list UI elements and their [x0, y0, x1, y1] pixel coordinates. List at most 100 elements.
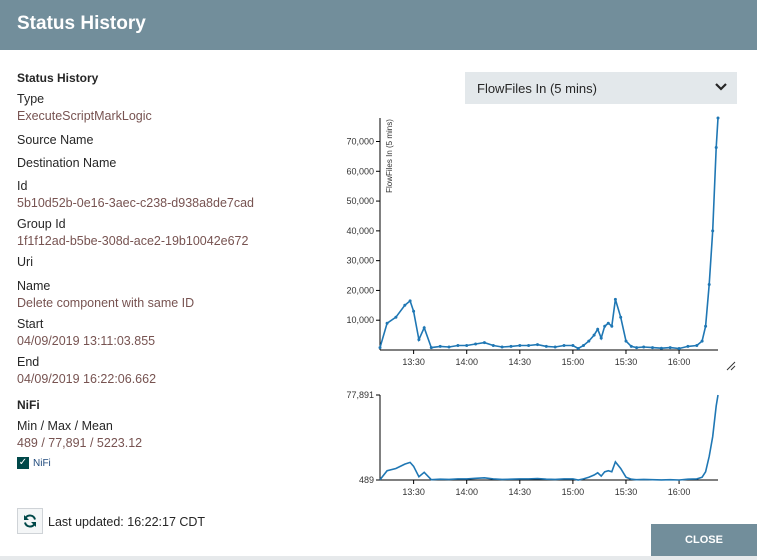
data-point [700, 339, 704, 343]
data-point [385, 321, 389, 325]
stats-value: 489 / 77,891 / 5223.12 [17, 436, 143, 450]
y-tick-label: 50,000 [346, 196, 374, 206]
data-point [562, 344, 566, 347]
x-tick-label: 15:00 [562, 357, 585, 367]
x-tick-label: 15:30 [615, 487, 638, 497]
type-label: Type [17, 92, 45, 106]
y-tick-label: 40,000 [346, 226, 374, 236]
data-point [624, 339, 628, 343]
data-point [668, 346, 672, 350]
data-point [635, 346, 639, 350]
x-tick-label: 14:00 [455, 487, 478, 497]
metric-select[interactable]: FlowFiles In (5 mins) [465, 72, 737, 104]
dialog-header: Status History [0, 0, 757, 50]
chevron-down-icon[interactable] [715, 80, 727, 97]
data-point [456, 344, 460, 347]
data-point [592, 333, 596, 337]
data-point [576, 347, 580, 350]
nifi-legend-toggle[interactable]: ✓ NiFi [17, 457, 337, 469]
series-line [379, 117, 719, 350]
metric-select-value: FlowFiles In (5 mins) [477, 80, 597, 96]
refresh-icon [24, 514, 36, 528]
resize-handle-stroke [730, 365, 736, 371]
data-point [491, 344, 495, 347]
data-point [642, 345, 646, 349]
data-point [629, 344, 633, 348]
data-point [394, 315, 398, 319]
status-history-chart: 10,000 20,000 30,000 40,000 50,000 60,000 70,0… [346, 116, 736, 371]
last-updated-value: 16:22:17 CDT [127, 515, 206, 529]
x-tick-label: 16:00 [668, 487, 691, 497]
check-icon[interactable]: ✓ [17, 457, 29, 469]
data-point [582, 344, 585, 347]
y-tick-label: 489 [359, 475, 374, 485]
data-point [677, 347, 681, 350]
nifi-section-title: NiFi [17, 398, 40, 412]
data-point [527, 344, 531, 347]
data-point [711, 229, 715, 233]
x-tick-label: 13:30 [402, 487, 425, 497]
data-point [465, 344, 469, 347]
name-value: Delete component with same ID [17, 296, 195, 310]
data-point [606, 321, 610, 325]
group-id-value: 1f1f12ad-b5be-308d-ace2-19b10042e672 [17, 234, 249, 248]
resize-handle-icon [726, 361, 736, 371]
source-name-label: Source Name [17, 133, 94, 147]
data-point [695, 344, 699, 347]
data-point [553, 345, 557, 349]
start-label: Start [17, 317, 44, 331]
data-point [417, 338, 421, 342]
data-point [619, 315, 623, 319]
nifi-legend-label: NiFi [33, 457, 51, 469]
data-point [482, 341, 486, 345]
x-tick-label: 14:30 [509, 487, 532, 497]
data-point [412, 309, 416, 313]
status-history-overview-chart[interactable]: 489 77,891 13:30 14:00 14:30 15:00 15:30 16:00 [330, 386, 740, 498]
data-point [596, 327, 600, 331]
refresh-button[interactable] [17, 508, 43, 534]
x-tick-label: 15:30 [615, 357, 638, 367]
y-tick-label: 30,000 [346, 256, 374, 266]
data-point [686, 344, 690, 348]
x-tick-label: 16:00 [668, 357, 691, 367]
data-point [603, 324, 607, 328]
end-value: 04/09/2019 16:22:06.662 [17, 372, 157, 386]
y-tick-label: 10,000 [346, 315, 374, 325]
data-point [509, 344, 513, 348]
x-tick-label: 14:00 [455, 357, 478, 367]
data-point [610, 324, 614, 328]
data-point [474, 342, 478, 346]
close-button[interactable]: CLOSE [651, 524, 757, 556]
background-status-strip [0, 556, 757, 560]
destination-name-label: Destination Name [17, 156, 117, 170]
id-value: 5b10d52b-0e16-3aec-c238-d938a8de7cad [17, 196, 255, 210]
data-point [544, 344, 548, 348]
data-point [422, 326, 426, 330]
data-point [587, 339, 591, 343]
data-point [613, 297, 617, 301]
details-section-title: Status History [17, 71, 99, 85]
y-axis-label: FlowFiles In (5 mins) [385, 119, 394, 193]
dialog-title: Status History [17, 13, 146, 34]
data-point [378, 346, 382, 350]
id-label: Id [17, 179, 28, 193]
uri-label: Uri [17, 255, 33, 269]
y-tick-label: 77,891 [346, 390, 374, 400]
stats-label: Min / Max / Mean [17, 419, 113, 433]
data-point [599, 336, 603, 340]
data-point [716, 116, 720, 120]
data-point [447, 345, 451, 349]
resize-handle-stroke [726, 361, 736, 371]
data-point [408, 299, 412, 303]
data-point [403, 303, 407, 307]
start-value: 04/09/2019 13:11:03.855 [17, 334, 156, 348]
end-label: End [17, 355, 40, 369]
data-point [704, 324, 708, 328]
name-label: Name [17, 279, 51, 293]
data-point [571, 344, 575, 347]
y-tick-label: 60,000 [346, 166, 374, 176]
data-point [518, 344, 522, 347]
data-point [438, 344, 442, 348]
x-tick-label: 14:30 [509, 357, 532, 367]
y-tick-label: 20,000 [346, 285, 374, 295]
